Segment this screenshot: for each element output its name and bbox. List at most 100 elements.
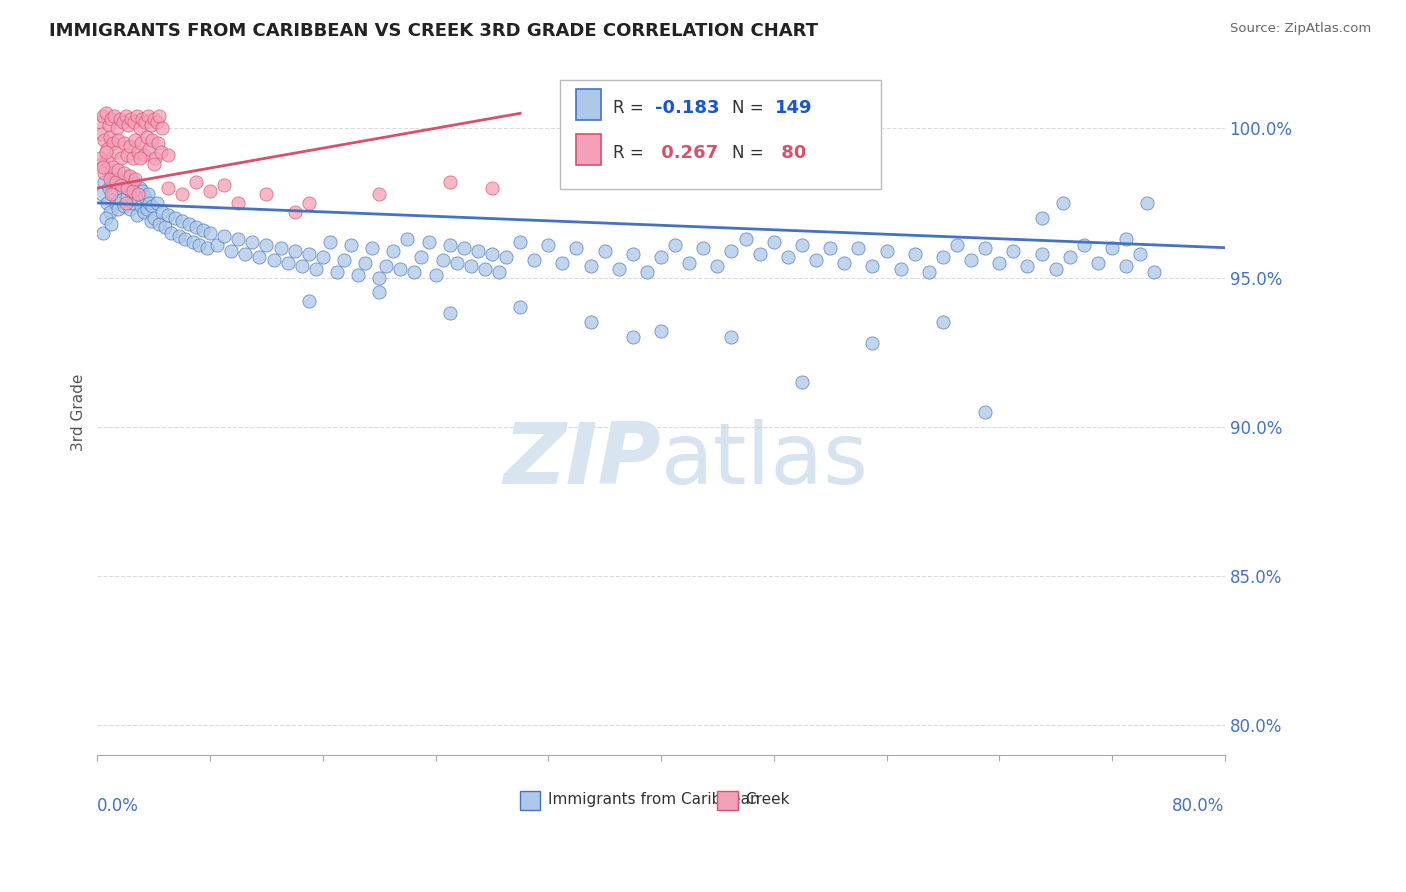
Point bbox=[128, 151, 150, 165]
Point bbox=[100, 217, 122, 231]
Point bbox=[156, 208, 179, 222]
Point bbox=[860, 336, 883, 351]
Point bbox=[748, 246, 770, 260]
Point bbox=[134, 190, 156, 204]
Point bbox=[127, 193, 149, 207]
Point bbox=[90, 157, 112, 171]
Point bbox=[129, 136, 152, 151]
Point bbox=[1101, 241, 1123, 255]
Point bbox=[118, 202, 141, 216]
Point bbox=[159, 226, 181, 240]
Point bbox=[96, 154, 118, 169]
Point bbox=[305, 261, 328, 276]
Point bbox=[298, 195, 321, 210]
Point bbox=[1059, 250, 1081, 264]
Point bbox=[354, 255, 377, 269]
Point bbox=[270, 241, 292, 255]
Point bbox=[100, 186, 122, 201]
Point bbox=[804, 252, 827, 267]
Point bbox=[98, 172, 121, 186]
Point bbox=[212, 228, 235, 243]
Bar bbox=[576, 89, 602, 120]
Point bbox=[89, 151, 111, 165]
Point bbox=[149, 145, 172, 160]
Point bbox=[846, 241, 869, 255]
Point bbox=[142, 112, 165, 127]
Point bbox=[170, 214, 193, 228]
Point bbox=[368, 186, 391, 201]
Point bbox=[368, 285, 391, 300]
Point bbox=[98, 130, 121, 145]
Point bbox=[128, 121, 150, 136]
Point bbox=[145, 195, 167, 210]
Point bbox=[124, 186, 146, 201]
Text: 80: 80 bbox=[775, 145, 806, 162]
Point bbox=[124, 172, 146, 186]
Point bbox=[832, 255, 855, 269]
Point bbox=[932, 250, 955, 264]
Point bbox=[790, 375, 813, 389]
Point bbox=[439, 306, 461, 320]
Point bbox=[488, 264, 510, 278]
Point bbox=[122, 115, 145, 129]
Point bbox=[146, 136, 169, 151]
Point bbox=[129, 199, 152, 213]
Text: Creek: Creek bbox=[745, 792, 790, 807]
Point bbox=[621, 246, 644, 260]
Point bbox=[145, 115, 167, 129]
Point bbox=[141, 133, 163, 147]
Point bbox=[240, 235, 263, 249]
Point bbox=[110, 151, 132, 165]
Point bbox=[198, 184, 221, 198]
Point bbox=[143, 151, 166, 165]
Point bbox=[184, 175, 207, 189]
Point bbox=[108, 172, 131, 186]
Point bbox=[974, 241, 997, 255]
Point bbox=[347, 268, 370, 282]
Point bbox=[1136, 195, 1159, 210]
Point bbox=[509, 235, 531, 249]
Point bbox=[960, 252, 983, 267]
Point bbox=[120, 112, 142, 127]
Point bbox=[107, 163, 129, 178]
Text: ZIP: ZIP bbox=[503, 418, 661, 501]
Point bbox=[263, 252, 285, 267]
FancyBboxPatch shape bbox=[560, 80, 882, 189]
Point bbox=[112, 199, 135, 213]
Point bbox=[150, 121, 173, 136]
Y-axis label: 3rd Grade: 3rd Grade bbox=[72, 373, 86, 450]
Point bbox=[120, 184, 142, 198]
Point bbox=[1017, 259, 1039, 273]
Point bbox=[762, 235, 785, 249]
Bar bbox=[520, 791, 540, 810]
Point bbox=[1143, 264, 1166, 278]
Point bbox=[890, 261, 912, 276]
Point bbox=[131, 184, 153, 198]
Point bbox=[187, 237, 209, 252]
Point bbox=[382, 244, 405, 258]
Point bbox=[509, 301, 531, 315]
Point bbox=[284, 244, 307, 258]
Point bbox=[226, 195, 249, 210]
Point bbox=[136, 186, 159, 201]
Point bbox=[128, 181, 150, 195]
Point bbox=[233, 246, 256, 260]
Point bbox=[142, 211, 165, 225]
Point bbox=[636, 264, 658, 278]
Point bbox=[932, 315, 955, 329]
Point bbox=[177, 217, 200, 231]
Text: -0.183: -0.183 bbox=[655, 99, 720, 118]
Point bbox=[460, 259, 482, 273]
Point bbox=[439, 237, 461, 252]
Point bbox=[103, 109, 125, 123]
Point bbox=[974, 405, 997, 419]
Point bbox=[790, 237, 813, 252]
Point bbox=[125, 208, 148, 222]
Point bbox=[481, 246, 503, 260]
Point bbox=[340, 237, 363, 252]
Point bbox=[104, 175, 127, 189]
Point bbox=[446, 255, 468, 269]
Point bbox=[105, 121, 128, 136]
Point bbox=[474, 261, 496, 276]
Text: 80.0%: 80.0% bbox=[1173, 797, 1225, 814]
